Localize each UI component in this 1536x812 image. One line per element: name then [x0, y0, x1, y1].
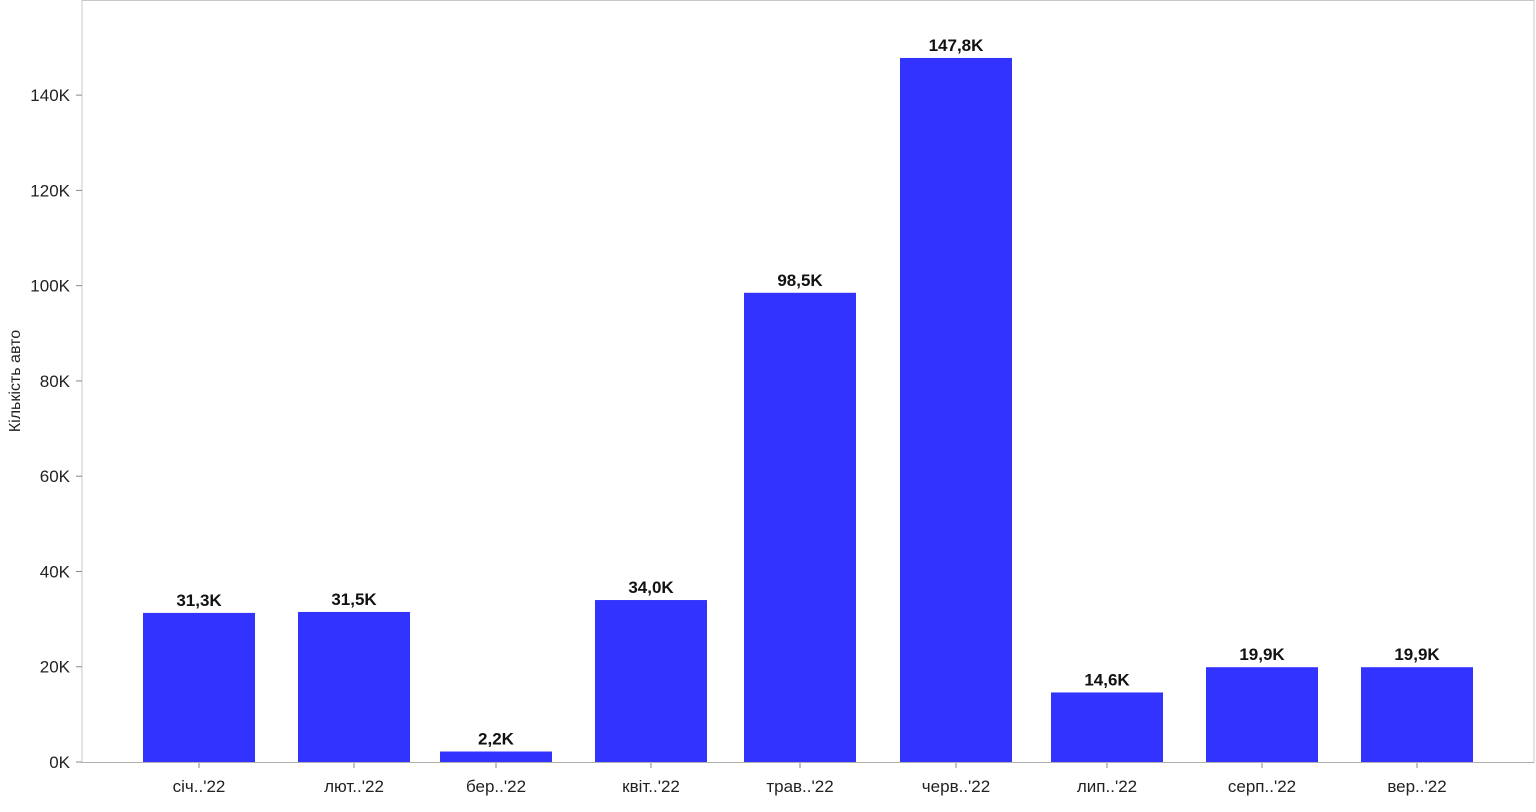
bar-value-label: 31,3K	[176, 591, 222, 610]
x-tick-label: лип..'22	[1077, 777, 1137, 796]
y-tick-label: 80K	[40, 372, 71, 391]
y-tick-label: 60K	[40, 467, 71, 486]
x-axis: січ..'22 лют..'22 бер..'22 квіт..'22 трав..'…	[173, 762, 1447, 796]
bar-value-label: 2,2K	[478, 730, 515, 749]
bar[interactable]	[298, 611, 410, 762]
bar[interactable]	[1206, 667, 1318, 762]
y-tick-label: 140K	[30, 86, 70, 105]
bar-series	[143, 57, 1473, 763]
y-tick-label: 20K	[40, 658, 71, 677]
x-tick-label: квіт..'22	[622, 777, 680, 796]
bar[interactable]	[143, 612, 255, 762]
bar[interactable]	[440, 751, 552, 762]
y-tick-label: 120K	[30, 181, 70, 200]
x-tick-label: вер..'22	[1387, 777, 1446, 796]
bar-value-label: 31,5K	[331, 590, 377, 609]
x-tick-label: січ..'22	[173, 777, 226, 796]
bar-value-label: 34,0K	[628, 578, 674, 597]
bar[interactable]	[744, 292, 856, 762]
y-tick-label: 100K	[30, 277, 70, 296]
bar[interactable]	[595, 600, 707, 762]
bar-value-label: 19,9K	[1239, 645, 1285, 664]
x-tick-label: серп..'22	[1228, 777, 1296, 796]
data-labels: 31,3K 31,5K 2,2K 34,0K 98,5K 147,8K 14,6K 19,9K…	[176, 36, 1440, 749]
bar-value-label: 14,6K	[1084, 670, 1130, 689]
x-tick-label: бер..'22	[466, 777, 526, 796]
bar-value-label: 98,5K	[777, 271, 823, 290]
x-tick-label: трав..'22	[766, 777, 833, 796]
x-tick-label: лют..'22	[324, 777, 384, 796]
bar-value-label: 147,8K	[929, 36, 985, 55]
y-tick-label: 0K	[49, 753, 70, 772]
bar[interactable]	[1361, 667, 1473, 762]
x-tick-label: черв..'22	[922, 777, 990, 796]
y-axis-title: Кількість авто	[7, 330, 24, 432]
bar-value-label: 19,9K	[1394, 645, 1440, 664]
y-tick-label: 40K	[40, 562, 71, 581]
bar[interactable]	[900, 57, 1012, 763]
bar[interactable]	[1051, 692, 1163, 762]
y-axis: 0K 20K 40K 60K 80K 100K 120K 140K	[30, 86, 82, 772]
